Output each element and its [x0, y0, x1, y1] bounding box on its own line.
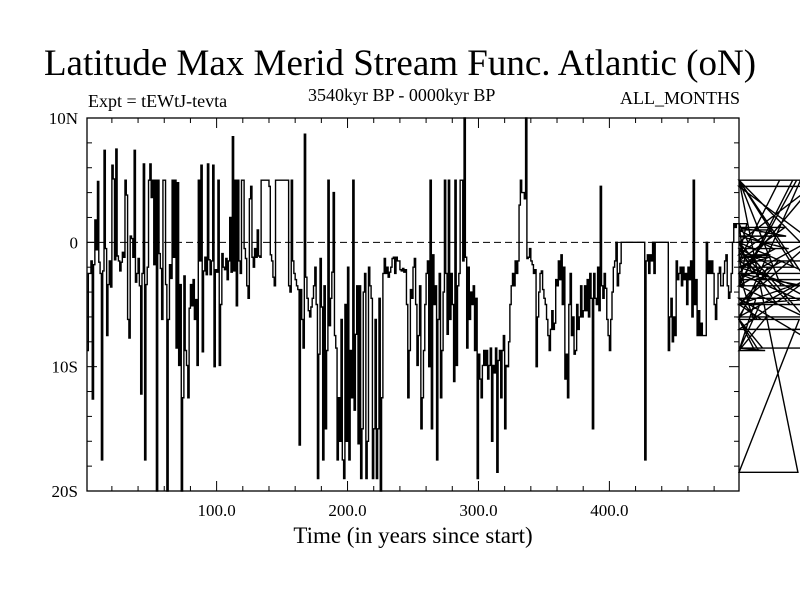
period-label: 3540kyr BP - 0000kyr BP — [308, 85, 496, 105]
plot-frame — [86, 117, 740, 492]
experiment-label: Expt = tEWtJ-tevta — [88, 91, 228, 111]
x-tick-label: 300.0 — [459, 501, 497, 520]
x-tick-label: 200.0 — [328, 501, 366, 520]
x-tick-label: 400.0 — [590, 501, 628, 520]
y-tick-label: 10N — [49, 109, 78, 128]
y-tick-label: 0 — [70, 233, 79, 252]
chart-title: Latitude Max Merid Stream Func. Atlantic… — [43, 43, 757, 84]
y-tick-label: 20S — [52, 482, 78, 501]
x-axis-label: Time (in years since start) — [293, 523, 533, 548]
series-line — [87, 117, 800, 492]
months-label: ALL_MONTHS — [620, 88, 740, 108]
x-tick-label: 100.0 — [197, 501, 235, 520]
y-tick-label: 10S — [52, 358, 78, 377]
tick-labels: 10N 0 10S 20S 100.0 200.0 300.0 400.0 — [49, 109, 629, 520]
